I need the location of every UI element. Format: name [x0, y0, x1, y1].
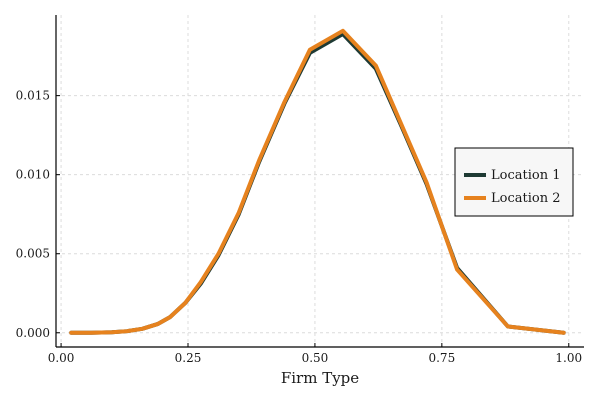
legend-label-location-2: Location 2	[491, 191, 560, 206]
axes	[55, 15, 584, 348]
y-tick-label: 0.010	[16, 168, 50, 182]
x-tick-label: 0.75	[428, 351, 455, 365]
legend: Location 1 Location 2	[454, 147, 574, 217]
y-tick-label: 0.015	[16, 89, 50, 103]
x-tick-label: 0.50	[302, 351, 329, 365]
series-lines	[69, 28, 566, 335]
x-axis-title: Firm Type	[281, 369, 359, 387]
y-tick-label: 0.005	[16, 247, 50, 261]
x-tick-label: 0.25	[175, 351, 202, 365]
legend-label-location-1: Location 1	[491, 168, 560, 183]
y-tick-label: 0.000	[16, 326, 50, 340]
x-tick-label: 1.00	[555, 351, 582, 365]
legend-box	[454, 147, 574, 217]
y-ticks: 0.000 0.005 0.010 0.015	[16, 89, 60, 340]
series-line-location-2	[69, 28, 566, 335]
x-tick-label: 0.00	[48, 351, 75, 365]
x-ticks: 0.00 0.25 0.50 0.75 1.00	[48, 343, 582, 365]
